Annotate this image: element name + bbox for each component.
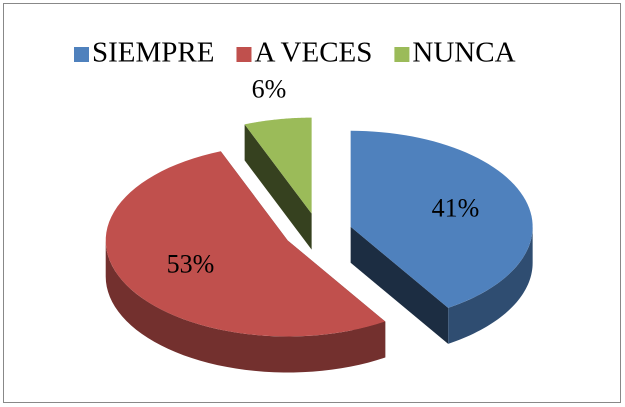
pie: 6% 41% 53% bbox=[105, 75, 533, 373]
slice-top bbox=[105, 151, 386, 337]
data-label: 6% bbox=[252, 75, 287, 104]
pie-slice bbox=[350, 130, 533, 344]
legend-swatch bbox=[236, 47, 252, 62]
legend: SIEMPRE A VECES NUNCA bbox=[74, 37, 516, 69]
data-label: 41% bbox=[432, 194, 480, 223]
legend-swatch bbox=[394, 47, 410, 62]
legend-swatch bbox=[74, 47, 89, 62]
slice-top bbox=[244, 117, 312, 214]
slice-side bbox=[105, 240, 386, 373]
slice-wall bbox=[244, 124, 312, 250]
legend-label: SIEMPRE bbox=[92, 37, 214, 69]
slice-top bbox=[350, 130, 533, 308]
pie-slice bbox=[105, 151, 386, 373]
legend-label: NUNCA bbox=[412, 37, 515, 69]
slice-side bbox=[448, 226, 533, 344]
pie-slice bbox=[244, 117, 312, 250]
data-label: 53% bbox=[167, 250, 215, 279]
slice-wall bbox=[350, 226, 449, 344]
legend-label: A VECES bbox=[254, 37, 372, 69]
